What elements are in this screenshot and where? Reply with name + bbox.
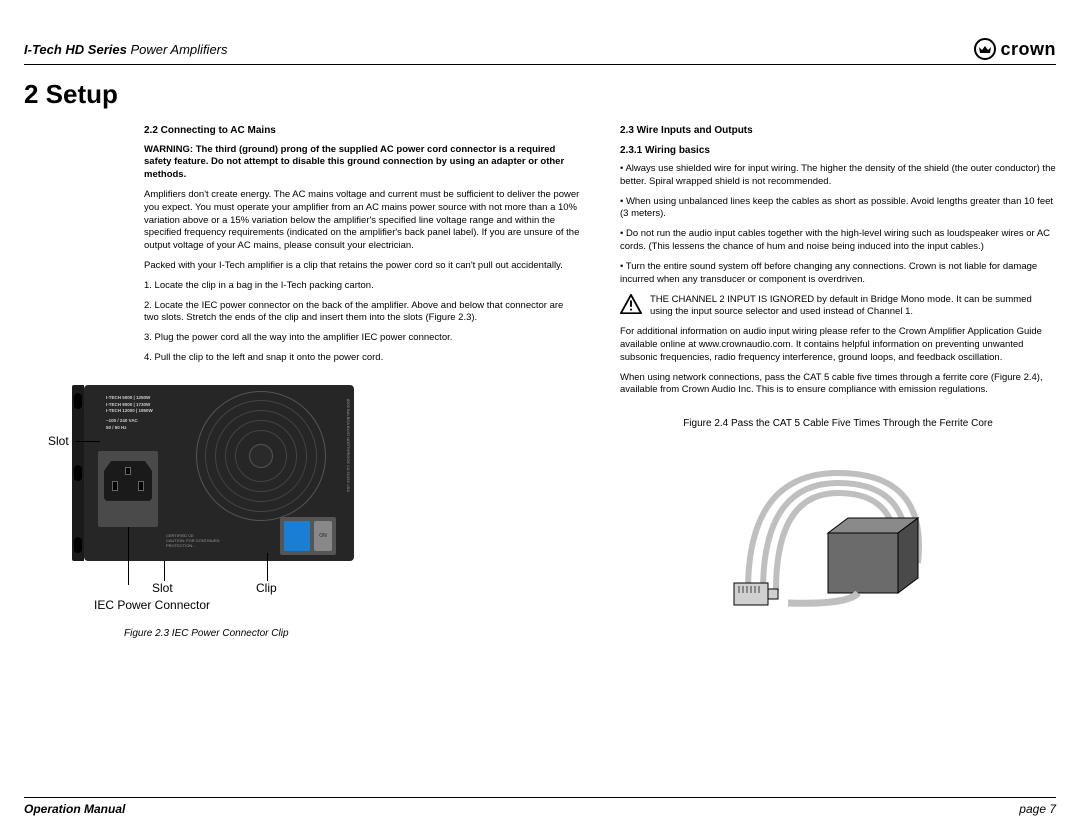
page-footer: Operation Manual page 7 — [24, 797, 1056, 816]
step-3: 3. Plug the power cord all the way into … — [144, 332, 580, 345]
para-clip-intro: Packed with your I-Tech amplifier is a c… — [144, 260, 580, 273]
para-additional: For additional information on audio inpu… — [620, 326, 1056, 364]
footer-left: Operation Manual — [24, 802, 125, 816]
heading-2-3-1: 2.3.1 Wiring basics — [620, 144, 1056, 158]
heading-2-3: 2.3 Wire Inputs and Outputs — [620, 124, 1056, 138]
series-bold: I-Tech HD Series — [24, 42, 127, 57]
ferrite-core-illustration — [708, 443, 968, 613]
callout-slot-lower: Slot — [152, 580, 173, 596]
panel-power-labels: I-TECH 5000 | 1250W I-TECH 9000 | 1730W … — [106, 395, 174, 432]
rack-rail — [72, 385, 84, 561]
para-ac-supply: Amplifiers don't create energy. The AC m… — [144, 189, 580, 253]
warning-icon — [620, 294, 642, 314]
caution-row: THE CHANNEL 2 INPUT IS IGNORED by defaul… — [620, 294, 1056, 320]
iec-socket — [104, 461, 152, 501]
power-switch: ON — [280, 517, 336, 555]
section-title: 2 Setup — [24, 79, 1056, 110]
caution-text: THE CHANNEL 2 INPUT IS IGNORED by defaul… — [650, 294, 1056, 320]
figure-2-4-caption: Figure 2.4 Pass the CAT 5 Cable Five Tim… — [620, 417, 1056, 431]
bullet-3: • Do not run the audio input cables toge… — [620, 228, 1056, 254]
bullet-4: • Turn the entire sound system off befor… — [620, 261, 1056, 287]
pl-2: I-TECH 9000 | 1730W — [106, 402, 174, 409]
step-2: 2. Locate the IEC power connector on the… — [144, 300, 580, 326]
para-network: When using network connections, pass the… — [620, 372, 1056, 398]
left-column: 2.2 Connecting to AC Mains WARNING: The … — [24, 124, 580, 645]
fan-grille — [196, 391, 326, 521]
right-column: 2.3 Wire Inputs and Outputs 2.3.1 Wiring… — [620, 124, 1056, 645]
warning-text: WARNING: The third (ground) prong of the… — [144, 144, 580, 182]
step-1: 1. Locate the clip in a bag in the I-Tec… — [144, 280, 580, 293]
brand-logo: crown — [974, 38, 1056, 60]
pl-1: I-TECH 5000 | 1250W — [106, 395, 174, 402]
callout-slot-upper: Slot — [48, 433, 69, 449]
step-4: 4. Pull the clip to the left and snap it… — [144, 352, 580, 365]
callout-iec: IEC Power Connector — [94, 597, 210, 613]
header-title: I-Tech HD Series Power Amplifiers — [24, 42, 228, 57]
series-rest: Power Amplifiers — [127, 42, 228, 57]
callout-clip: Clip — [256, 580, 277, 596]
cert-text: CERTIFIED CECAUTION: FOR CONTINUED PROTE… — [166, 534, 236, 548]
figure-2-3-caption: Figure 2.3 IEC Power Connector Clip — [124, 627, 289, 641]
iec-plate — [98, 451, 158, 527]
side-cert: 8500 BALBOA BLVD NORTHRIDGE CA 91329 USA — [345, 399, 350, 492]
switch-on-label: ON — [314, 521, 332, 551]
figure-2-4: Figure 2.4 Pass the CAT 5 Cable Five Tim… — [620, 417, 1056, 613]
crown-icon — [974, 38, 996, 60]
pl-5: 50 / 60 Hz — [106, 425, 174, 432]
content-columns: 2.2 Connecting to AC Mains WARNING: The … — [24, 124, 1056, 645]
page-header: I-Tech HD Series Power Amplifiers crown — [24, 38, 1056, 65]
brand-text: crown — [1000, 39, 1056, 60]
bullet-1: • Always use shielded wire for input wir… — [620, 163, 1056, 189]
footer-right: page 7 — [1019, 802, 1056, 816]
bullet-2: • When using unbalanced lines keep the c… — [620, 196, 1056, 222]
amp-back-panel: I-TECH 5000 | 1250W I-TECH 9000 | 1730W … — [84, 385, 354, 561]
pl-4: ~100 / 240 VAC — [106, 418, 174, 425]
heading-2-2: 2.2 Connecting to AC Mains — [144, 124, 580, 138]
pl-3: I-TECH 12000 | 1950W — [106, 408, 174, 415]
figure-2-3: I-TECH 5000 | 1250W I-TECH 9000 | 1730W … — [24, 375, 580, 645]
